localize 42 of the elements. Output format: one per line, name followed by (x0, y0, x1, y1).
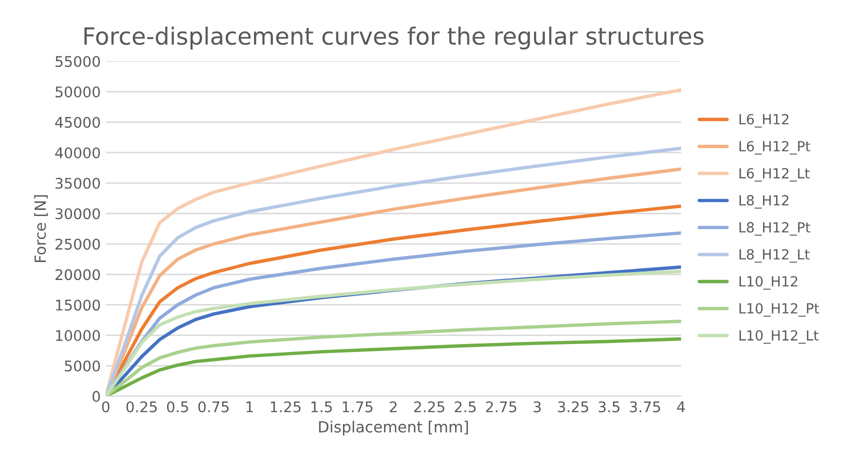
chart-title: Force-displacement curves for the regular structures (84, 26, 704, 50)
x-tick-label: 0.5 (167, 401, 188, 412)
y-tick-label: 0 (92, 390, 100, 402)
x-tick-label: 1.25 (270, 401, 300, 412)
x-tick-label: 3.25 (558, 401, 588, 412)
y-tick-label: 45000 (55, 116, 100, 128)
y-tick-label: 10000 (56, 330, 100, 342)
x-tick-label: 0 (102, 401, 110, 412)
y-tick-label: 15000 (56, 300, 100, 311)
x-tick-label: 4 (677, 402, 685, 412)
x-tick-label: 2.75 (486, 401, 516, 412)
legend-label: L6_H12_Pt (740, 140, 810, 155)
x-tick-label: 0.75 (198, 401, 229, 412)
legend-label: L10_H12 (740, 276, 798, 290)
y-axis-title: Force [N] (34, 195, 48, 262)
y-tick-label: 30000 (56, 208, 100, 220)
x-tick-label: 2.5 (454, 401, 476, 412)
legend-label: L8_H12_Pt (740, 222, 810, 236)
x-tick-label: 2 (390, 401, 397, 412)
y-tick-label: 40000 (55, 147, 100, 158)
x-tick-label: 3 (534, 401, 541, 412)
legend-label: L6_H12_Lt (740, 168, 810, 182)
legend-label: L10_H12_Lt (740, 330, 818, 344)
y-tick-label: 35000 (56, 178, 100, 189)
legend-label: L8_H12 (740, 195, 788, 209)
x-axis-title: Displacement [mm] (319, 420, 468, 436)
x-tick-label: 1.75 (342, 402, 372, 412)
x-tick-label: 1 (246, 402, 253, 412)
y-tick-label: 55000 (56, 56, 100, 67)
y-tick-label: 20000 (56, 269, 100, 280)
legend-label: L8_H12_Lt (740, 249, 810, 263)
y-tick-label: 50000 (56, 86, 100, 98)
x-tick-label: 0.25 (126, 401, 157, 412)
legend-label: L6_H12 (740, 114, 788, 128)
x-tick-label: 1.5 (311, 402, 332, 412)
legend-label: L10_H12_Pt (740, 303, 820, 317)
line-series (106, 320, 682, 396)
x-tick-label: 3.75 (630, 401, 660, 412)
y-tick-label: 25000 (56, 238, 100, 250)
y-tick-label: 5000 (64, 360, 100, 372)
x-tick-label: 3.5 (598, 401, 620, 412)
x-tick-label: 2.25 (414, 401, 444, 412)
